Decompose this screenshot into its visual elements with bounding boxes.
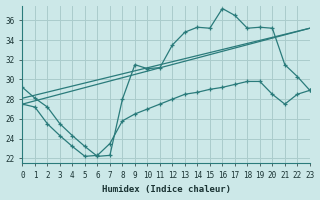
X-axis label: Humidex (Indice chaleur): Humidex (Indice chaleur) <box>102 185 231 194</box>
